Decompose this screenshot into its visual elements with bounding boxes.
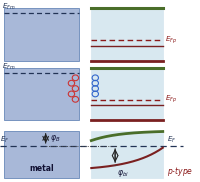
Text: $E_{Fm}$: $E_{Fm}$ <box>2 2 16 12</box>
Bar <box>91 68 163 120</box>
Text: $E_F$: $E_F$ <box>167 135 176 145</box>
Bar <box>4 131 79 178</box>
Text: $\varphi_B$: $\varphi_B$ <box>50 133 60 144</box>
Text: $E_{Fp}$: $E_{Fp}$ <box>165 94 177 105</box>
Bar <box>91 131 163 178</box>
Bar <box>91 8 163 61</box>
Text: $E_F$: $E_F$ <box>0 135 9 145</box>
Text: $\varphi_{bi}$: $\varphi_{bi}$ <box>117 168 129 179</box>
Text: $E_{Fp}$: $E_{Fp}$ <box>165 34 177 46</box>
Bar <box>4 8 79 61</box>
Text: $p$-type: $p$-type <box>167 165 193 178</box>
Text: metal: metal <box>29 164 54 173</box>
Bar <box>4 68 79 120</box>
Text: $E_{Fm}$: $E_{Fm}$ <box>2 62 16 72</box>
